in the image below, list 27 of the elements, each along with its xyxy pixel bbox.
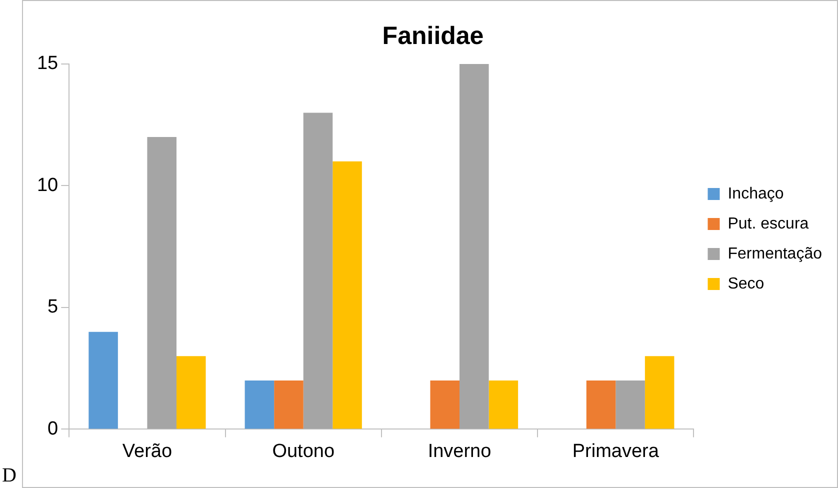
y-tick-label: 10 [36, 174, 58, 196]
x-tick-label: Outono [272, 440, 335, 462]
bar [616, 380, 645, 429]
y-tick-label: 15 [36, 53, 58, 74]
bar [176, 356, 206, 429]
legend-label: Fermentação [728, 245, 822, 262]
bar [430, 380, 460, 429]
text: D [2, 464, 16, 486]
y-tick-label: 5 [48, 296, 58, 318]
legend-label: Seco [728, 275, 764, 292]
legend-label: Put. escura [728, 215, 809, 232]
bar [332, 161, 362, 429]
x-tick-label: Primavera [572, 440, 660, 462]
bar [644, 356, 674, 429]
bar [460, 64, 489, 429]
y-tick-label: 0 [48, 418, 58, 440]
bar [303, 112, 333, 429]
legend-label: Inchaço [728, 185, 784, 202]
x-tick-label: Verão [122, 440, 172, 462]
bar [586, 380, 616, 429]
bar [244, 380, 274, 429]
chart-title: Faniidae [382, 22, 484, 50]
bar [147, 137, 176, 429]
x-tick-label: Inverno [428, 440, 492, 462]
bar [274, 380, 304, 429]
bar [488, 380, 518, 429]
bar [88, 332, 118, 429]
